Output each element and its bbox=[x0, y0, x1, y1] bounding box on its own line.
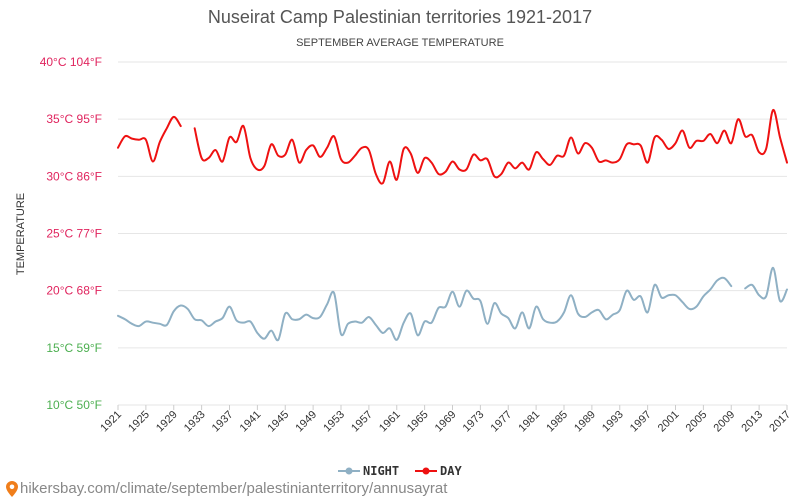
y-tick-label: 20°C 68°F bbox=[46, 284, 102, 298]
x-tick-label: 1961 bbox=[377, 409, 403, 435]
legend-day-label: DAY bbox=[440, 464, 462, 478]
y-tick-labels: 40°C 104°F 35°C 95°F 30°C 86°F 25°C 77°F 20°… bbox=[40, 55, 102, 412]
x-tick-labels: 1921 1925 1929 1933 1937 1941 1945 1949 1953 1957… bbox=[98, 405, 793, 434]
x-tick-label: 1933 bbox=[182, 409, 208, 435]
day-series-line-0 bbox=[117, 115, 182, 163]
x-tick-label: 1981 bbox=[516, 409, 542, 435]
day-series-line-1 bbox=[193, 109, 788, 185]
x-tick-label: 1997 bbox=[628, 409, 654, 435]
x-tick-label: 2001 bbox=[656, 409, 682, 435]
series-lines bbox=[117, 109, 788, 342]
y-tick-label: 30°C 86°F bbox=[46, 169, 102, 183]
legend-night-marker bbox=[345, 467, 353, 475]
x-tick-label: 2005 bbox=[684, 409, 710, 435]
y-tick-label: 40°C 104°F bbox=[40, 55, 102, 69]
x-tick-label: 1953 bbox=[321, 409, 347, 435]
x-tick-label: 1985 bbox=[544, 409, 570, 435]
chart-subtitle: SEPTEMBER AVERAGE TEMPERATURE bbox=[296, 37, 504, 49]
location-pin-icon bbox=[6, 480, 18, 497]
source-link[interactable]: hikersbay.com/climate/september/palestin… bbox=[6, 480, 447, 497]
x-tick-label: 1929 bbox=[154, 409, 180, 435]
x-tick-label: 2017 bbox=[767, 409, 793, 435]
y-tick-label: 35°C 95°F bbox=[46, 112, 102, 126]
night-series-line-0 bbox=[117, 276, 733, 342]
x-tick-label: 1925 bbox=[126, 409, 152, 435]
x-tick-label: 1949 bbox=[293, 409, 319, 435]
legend-night-label: NIGHT bbox=[363, 464, 399, 478]
y-tick-label: 10°C 50°F bbox=[46, 398, 102, 412]
legend-item-day[interactable]: DAY bbox=[415, 464, 462, 478]
x-tick-label: 1993 bbox=[600, 409, 626, 435]
chart-title: Nuseirat Camp Palestinian territories 19… bbox=[208, 7, 592, 27]
x-tick-label: 1989 bbox=[572, 409, 598, 435]
x-tick-label: 1941 bbox=[238, 409, 264, 435]
legend[interactable]: NIGHT DAY bbox=[338, 464, 462, 478]
x-tick-label: 1977 bbox=[489, 409, 515, 435]
source-url[interactable]: hikersbay.com/climate/september/palestin… bbox=[20, 480, 448, 497]
x-tick-label: 2009 bbox=[712, 409, 738, 435]
x-tick-label: 1973 bbox=[461, 409, 487, 435]
x-tick-label: 1957 bbox=[349, 409, 375, 435]
grid-lines bbox=[118, 61, 787, 406]
night-series-line-1 bbox=[744, 266, 788, 303]
y-tick-label: 15°C 59°F bbox=[46, 341, 102, 355]
x-tick-label: 1937 bbox=[210, 409, 236, 435]
legend-item-night[interactable]: NIGHT bbox=[338, 464, 399, 478]
x-tick-label: 1969 bbox=[433, 409, 459, 435]
x-tick-label: 1921 bbox=[98, 409, 124, 435]
x-tick-label: 1965 bbox=[405, 409, 431, 435]
x-tick-label: 1945 bbox=[266, 409, 292, 435]
y-axis-title: TEMPERATURE bbox=[15, 193, 27, 275]
x-tick-label: 2013 bbox=[739, 409, 765, 435]
legend-day-marker bbox=[422, 467, 430, 475]
y-tick-label: 25°C 77°F bbox=[46, 227, 102, 241]
